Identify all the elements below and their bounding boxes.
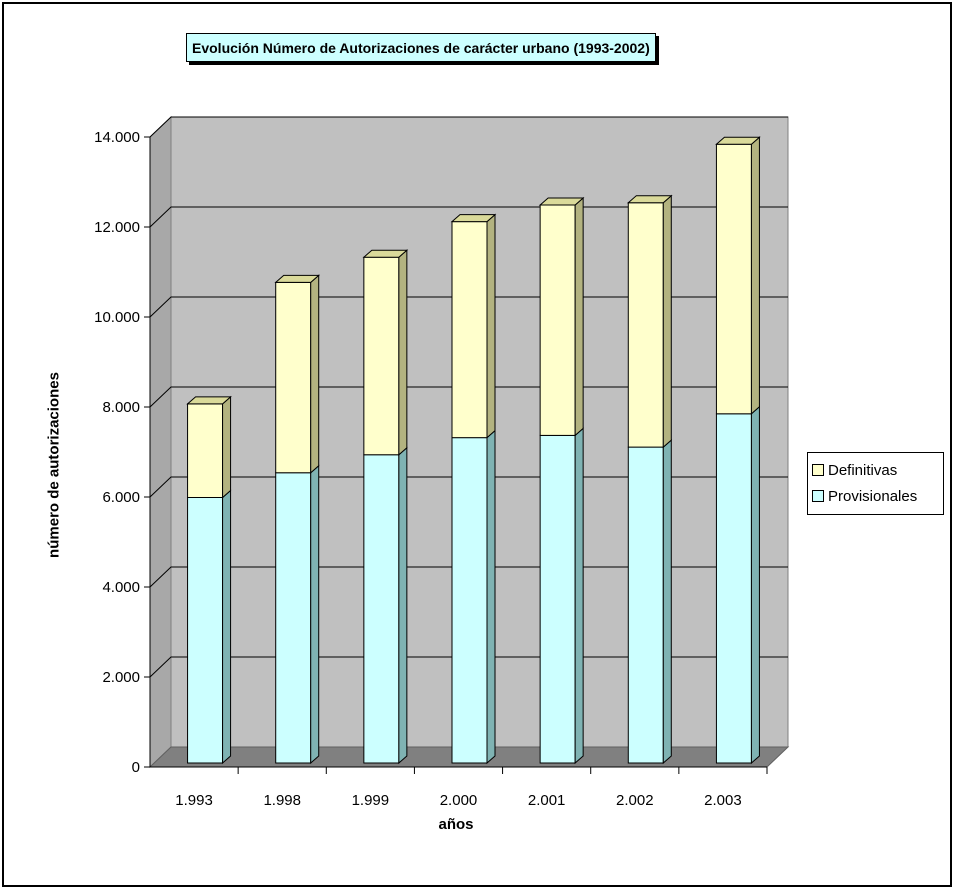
y-tick-label: 10.000 [94,309,140,326]
bar-provisionales-front [715,413,752,764]
y-axis-label: número de autorizaciones [45,372,63,558]
x-tick-label: 1.998 [263,792,301,809]
bar-provisionales-front [275,472,312,764]
y-tick-label: 12.000 [94,219,140,236]
y-tick-label: 8.000 [102,399,140,416]
x-tick-label: 1.993 [175,792,213,809]
side-wall [149,115,172,769]
bar-top [450,214,497,223]
bar-definitivas-side [310,274,320,474]
bar-provisionales-front [187,497,224,764]
legend-swatch-definitivas [812,464,824,476]
legend-item-provisionales: Provisionales [812,483,939,509]
bar-definitivas-side [398,249,408,456]
bar-provisionales-side [662,438,672,765]
bar-top [715,136,761,145]
bar-provisionales-front [451,437,488,764]
bar-definitivas-front [715,143,752,415]
x-axis-label: años [438,816,474,833]
bar-provisionales-side [398,446,408,765]
bar-definitivas-side [750,136,760,415]
bar-provisionales-side [310,464,320,765]
bar-top [274,274,321,283]
y-tick-label: 4.000 [102,579,140,596]
gridline [149,116,788,138]
legend-label-definitivas: Definitivas [828,461,898,479]
legend: Definitivas Provisionales [807,452,944,515]
x-tick-label: 2.000 [440,792,478,809]
bar-definitivas-front [187,403,224,498]
bar-definitivas-side [222,395,232,499]
bar-definitivas-front [627,202,664,448]
bar-definitivas-front [275,281,312,474]
bar-provisionales-side [486,429,496,765]
bar-top [626,195,673,204]
y-tick-label: 2.000 [102,669,140,686]
bar-definitivas-front [363,256,400,456]
chart-title-text: Evolución Número de Autorizaciones de ca… [192,39,650,56]
bar-definitivas-side [574,196,584,437]
legend-label-provisionales: Provisionales [828,487,918,505]
bar-top [186,396,232,405]
legend-swatch-provisionales [812,490,824,502]
x-tick-label: 2.001 [528,792,566,809]
x-tick-label: 2.002 [616,792,654,809]
bar-definitivas-front [539,204,576,436]
bar-top [362,249,409,258]
bar-provisionales-front [627,446,664,764]
bar-provisionales-front [363,454,400,764]
x-tick-label: 1.999 [352,792,390,809]
y-tick-label: 14.000 [94,129,140,146]
y-tick-label: 0 [132,759,140,776]
chart-title: Evolución Número de Autorizaciones de ca… [186,33,656,62]
bar-definitivas-front [451,221,488,439]
x-tick-label: 2.003 [704,792,742,809]
bar-provisionales-side [222,489,232,765]
bar-top [538,197,585,206]
bar-provisionales-side [750,405,760,765]
bar-definitivas-side [486,213,496,439]
bar-provisionales-front [539,434,576,764]
bar-definitivas-side [662,194,672,449]
legend-item-definitivas: Definitivas [812,457,939,483]
y-tick-label: 6.000 [102,489,140,506]
bar-provisionales-side [574,427,584,765]
